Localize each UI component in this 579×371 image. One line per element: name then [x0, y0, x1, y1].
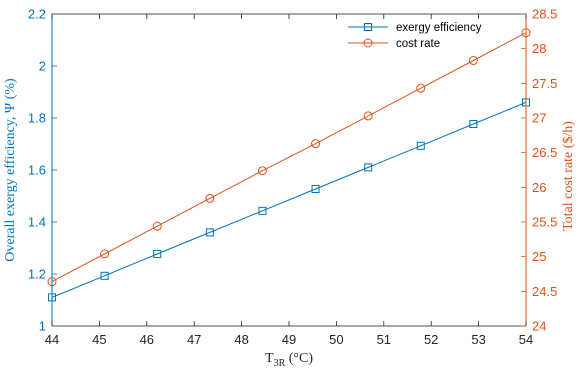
- data-point-exergy-efficiency: [416, 141, 425, 150]
- y-right-tick-label: 27.5: [532, 76, 557, 91]
- x-tick-label: 45: [92, 332, 106, 347]
- x-axis-title-main: T: [265, 351, 274, 366]
- legend-marker-square: [364, 23, 372, 31]
- x-tick-label: 52: [424, 332, 438, 347]
- x-axis-title: T3R (°C): [265, 351, 313, 369]
- x-tick-label: 44: [45, 332, 59, 347]
- data-point-cost-rate: [363, 111, 373, 121]
- x-tick-label: 46: [140, 332, 154, 347]
- y-right-tick-label: 26: [532, 180, 546, 195]
- data-point-exergy-efficiency: [100, 271, 109, 280]
- y-right-tick-label: 25.5: [532, 215, 557, 230]
- y-right-tick-label: 27: [532, 111, 546, 126]
- data-point-exergy-efficiency: [364, 163, 373, 172]
- x-axis-title-subscript: 3R: [274, 358, 286, 369]
- legend: exergy efficiency cost rate: [348, 22, 482, 50]
- x-tick-label: 50: [329, 332, 343, 347]
- y-right-tick-label: 28.5: [532, 7, 557, 22]
- y-right-tick-label: 28: [532, 41, 546, 56]
- y-right-tick-label: 24.5: [532, 284, 557, 299]
- y-left-tick-label: 1.6: [28, 163, 46, 178]
- y-left-tick-label: 1: [39, 319, 46, 334]
- y-right-tick-label: 25: [532, 249, 546, 264]
- data-point-cost-rate: [100, 249, 110, 259]
- legend-item-exergy-efficiency: exergy efficiency: [348, 22, 482, 34]
- x-tick-label: 53: [471, 332, 485, 347]
- data-point-exergy-efficiency: [153, 249, 162, 258]
- y-left-tick-label: 1.8: [28, 111, 46, 126]
- legend-label-cost-rate: cost rate: [396, 38, 440, 50]
- y-left-tick-label: 1.2: [28, 267, 46, 282]
- y-left-tick-label: 2.2: [28, 7, 46, 22]
- axes-layer: 44 45 46 47 48 49 50 51 52 53 54 1 1.2 1.4 1.6 1.8 2 2.2 2…: [28, 7, 557, 348]
- axes-box: [51, 13, 527, 327]
- y-right-axis-title: Total cost rate ($/h): [561, 121, 576, 231]
- data-point-cost-rate: [416, 83, 426, 93]
- plot-area: [51, 13, 527, 327]
- series-line-cost-rate: [51, 32, 527, 283]
- data-point-exergy-efficiency: [205, 228, 214, 237]
- y-left-tick-label: 2: [39, 59, 46, 74]
- legend-label-exergy-efficiency: exergy efficiency: [396, 22, 482, 34]
- data-point-cost-rate: [205, 193, 215, 203]
- y-left-tick-label: 1.4: [28, 215, 46, 230]
- data-point-cost-rate: [152, 221, 162, 231]
- data-point-exergy-efficiency: [469, 119, 478, 128]
- y-right-tick-label: 26.5: [532, 145, 557, 160]
- y-left-axis-title: Overall exergy efficiency, Ψ (%): [3, 78, 18, 262]
- y-right-tick-label: 24: [532, 319, 546, 334]
- data-point-cost-rate: [257, 166, 267, 176]
- legend-item-cost-rate: cost rate: [348, 38, 440, 50]
- data-point-exergy-efficiency: [258, 206, 267, 215]
- x-tick-label: 51: [377, 332, 391, 347]
- x-tick-label: 54: [519, 332, 533, 347]
- x-axis-title-unit: (°C): [285, 351, 313, 366]
- data-point-exergy-efficiency: [311, 184, 320, 193]
- data-point-cost-rate: [468, 55, 478, 65]
- x-tick-label: 49: [282, 332, 296, 347]
- series-layer: [47, 28, 531, 302]
- series-line-exergy-efficiency: [51, 101, 527, 298]
- x-tick-label: 48: [234, 332, 248, 347]
- legend-marker-circle: [363, 38, 373, 48]
- x-tick-label: 47: [187, 332, 201, 347]
- data-point-cost-rate: [311, 139, 321, 149]
